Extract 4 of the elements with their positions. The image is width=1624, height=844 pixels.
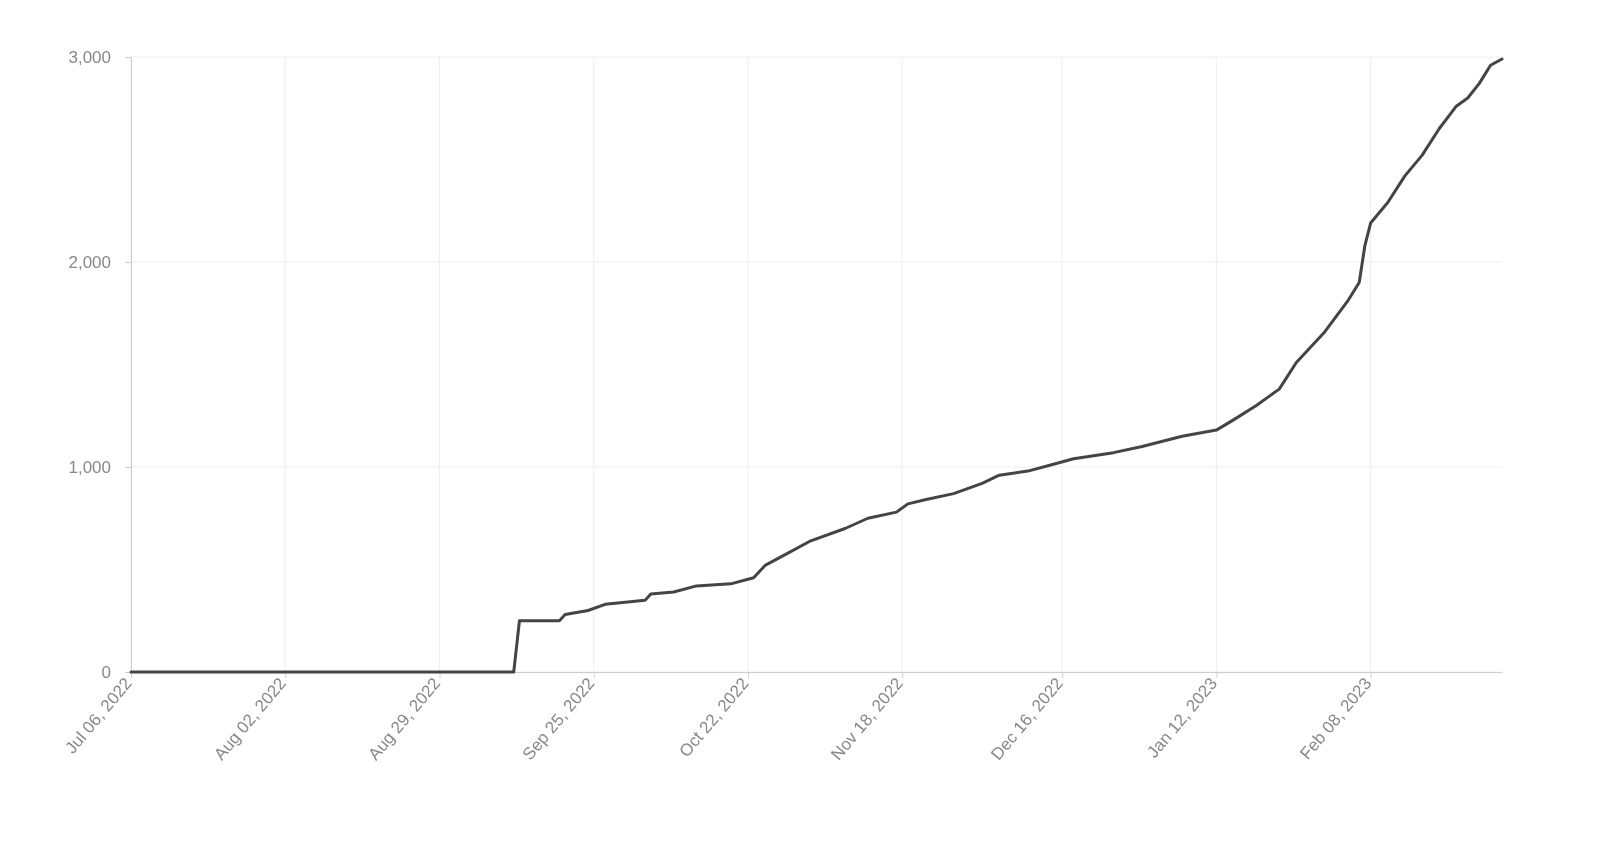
y-tick-label: 2,000	[68, 252, 111, 272]
y-tick-label: 3,000	[68, 47, 111, 67]
y-tick-label: 1,000	[68, 457, 111, 477]
y-tick-label: 0	[101, 662, 111, 682]
